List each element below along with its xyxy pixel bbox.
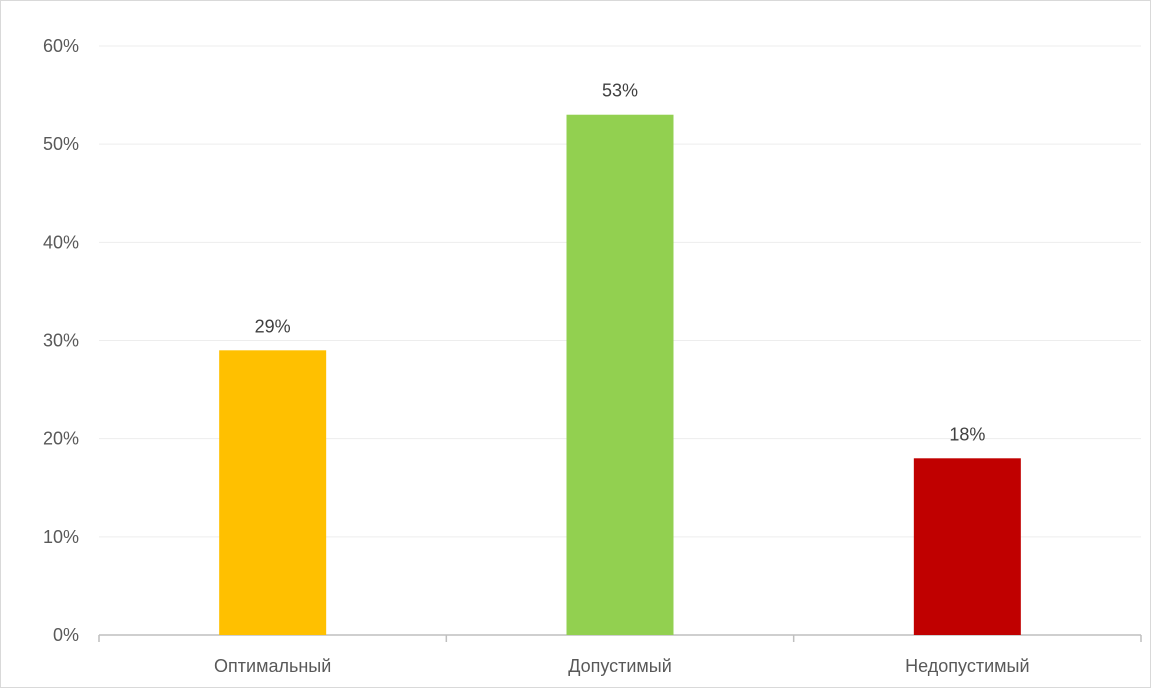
y-tick-label: 30% [43, 331, 79, 351]
y-tick-label: 40% [43, 232, 79, 252]
y-tick-label: 50% [43, 134, 79, 154]
data-label: 53% [602, 81, 638, 101]
x-tick-label: Допустимый [568, 656, 672, 676]
bar-1 [219, 350, 327, 635]
y-tick-label: 20% [43, 429, 79, 449]
bar-2 [566, 114, 674, 635]
data-label: 18% [949, 424, 985, 444]
y-tick-label: 10% [43, 527, 79, 547]
x-tick-label: Оптимальный [214, 656, 331, 676]
y-tick-label: 60% [43, 36, 79, 56]
data-label: 29% [255, 316, 291, 336]
bars [219, 114, 1021, 635]
y-tick-label: 0% [53, 625, 79, 645]
x-tick-label: Недопустимый [905, 656, 1029, 676]
bar-3 [913, 458, 1021, 635]
labels: 0% 10% 20% 30% 40% 50% 60% 29% Оптимальный 53% Доп… [43, 36, 1030, 676]
axes [98, 634, 1142, 642]
